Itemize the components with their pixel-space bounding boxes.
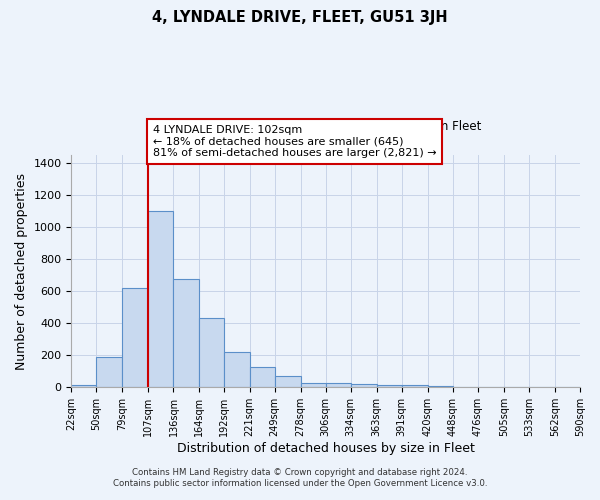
- Text: 4, LYNDALE DRIVE, FLEET, GU51 3JH: 4, LYNDALE DRIVE, FLEET, GU51 3JH: [152, 10, 448, 25]
- Bar: [148, 211, 173, 388]
- Bar: [97, 357, 122, 388]
- Bar: [478, 386, 504, 388]
- X-axis label: Distribution of detached houses by size in Fleet: Distribution of detached houses by size …: [177, 442, 475, 455]
- Bar: [250, 368, 275, 388]
- Bar: [199, 318, 224, 388]
- Bar: [301, 382, 326, 388]
- Bar: [173, 279, 199, 388]
- Bar: [275, 376, 301, 388]
- Bar: [122, 288, 148, 388]
- Text: Contains HM Land Registry data © Crown copyright and database right 2024.
Contai: Contains HM Land Registry data © Crown c…: [113, 468, 487, 487]
- Bar: [351, 384, 377, 388]
- Text: 4 LYNDALE DRIVE: 102sqm
← 18% of detached houses are smaller (645)
81% of semi-d: 4 LYNDALE DRIVE: 102sqm ← 18% of detache…: [153, 125, 436, 158]
- Y-axis label: Number of detached properties: Number of detached properties: [15, 172, 28, 370]
- Title: Size of property relative to detached houses in Fleet: Size of property relative to detached ho…: [170, 120, 481, 133]
- Bar: [326, 384, 351, 388]
- Bar: [428, 386, 453, 388]
- Bar: [377, 385, 402, 388]
- Bar: [453, 386, 478, 388]
- Bar: [71, 385, 97, 388]
- Bar: [402, 385, 428, 388]
- Bar: [504, 386, 529, 388]
- Bar: [224, 352, 250, 388]
